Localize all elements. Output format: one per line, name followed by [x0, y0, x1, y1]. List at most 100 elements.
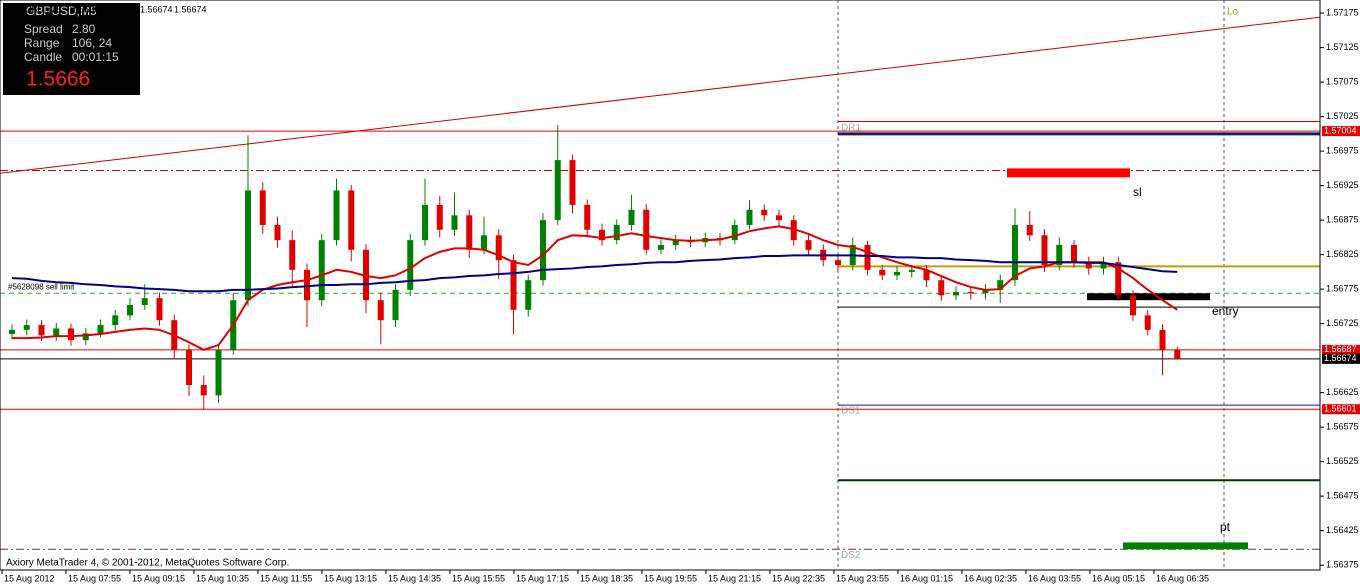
- y-tick-label: 1.56875: [1326, 215, 1359, 225]
- price-tag-label: 1.57004: [1324, 125, 1357, 135]
- info-price: 1.5666: [26, 68, 90, 91]
- candle-body: [97, 325, 104, 334]
- y-tick-label: 1.56425: [1326, 525, 1359, 535]
- price-tag: [1322, 404, 1360, 415]
- x-tick-label: 15 Aug 17:15: [516, 573, 569, 583]
- price-tag-label: 1.56601: [1324, 404, 1357, 414]
- candle-body: [599, 229, 605, 241]
- header-value: 1.56674: [174, 4, 207, 14]
- moving-average: [12, 225, 1178, 351]
- candle-body: [1115, 262, 1122, 296]
- x-tick-label: 15 Aug 18:35: [580, 573, 633, 583]
- candle-body: [1071, 244, 1077, 263]
- candle-body: [141, 298, 148, 306]
- candle-body: [613, 224, 620, 241]
- candle-body: [1159, 329, 1166, 350]
- candle-body: [554, 160, 561, 221]
- candle-body: [407, 240, 414, 290]
- zone-label: sl: [1133, 185, 1142, 199]
- candle-body: [495, 235, 502, 261]
- candle-body: [451, 215, 458, 230]
- zone-label: pt: [1220, 520, 1231, 534]
- header-value: 1.56687: [72, 4, 105, 14]
- candle-body: [672, 240, 679, 245]
- candle-body: [864, 244, 871, 270]
- info-title: GBPUSD,M5: [26, 4, 97, 18]
- candle-body: [422, 204, 428, 241]
- candle-body: [997, 280, 1004, 290]
- x-tick-label: 15 Aug 14:35: [388, 573, 441, 583]
- candle-body: [436, 204, 443, 230]
- candle-body: [805, 240, 812, 250]
- info-label: Spread: [24, 22, 63, 36]
- candle-body: [82, 333, 89, 341]
- candle-body: [200, 385, 207, 396]
- y-tick-label: 1.56775: [1326, 284, 1359, 294]
- candle-body: [584, 204, 591, 230]
- candle-body: [776, 215, 782, 221]
- candle-body: [68, 328, 74, 341]
- candle-body: [643, 209, 650, 250]
- x-tick-label: 15 Aug 07:55: [68, 573, 121, 583]
- zone-label: entry: [1212, 304, 1239, 318]
- plot-area: DR1 #5628098 sell limit DS1 DS2 sl entry pt: [0, 16, 1321, 561]
- candle-body: [1174, 349, 1181, 359]
- candle-body: [377, 300, 384, 321]
- y-tick-label: 1.56475: [1326, 491, 1359, 501]
- candle-body: [38, 325, 45, 336]
- footer: Axiory MetaTrader 4, © 2001-2012, MetaQu…: [6, 558, 289, 569]
- trendline: [0, 16, 1321, 174]
- header-symbol: GBPUSD,,M5: [6, 4, 62, 14]
- candle-body: [510, 260, 517, 310]
- candle-body: [392, 289, 399, 321]
- candle-body: [967, 291, 974, 294]
- candle-body: [9, 329, 15, 334]
- info-value: 2.80: [72, 22, 96, 36]
- x-tick-label: 16 Aug 06:35: [1156, 573, 1209, 583]
- candle-body: [953, 291, 959, 296]
- candle-body: [304, 269, 310, 301]
- y-tick-label: 1.56525: [1326, 456, 1359, 466]
- y-tick-label: 1.56375: [1326, 560, 1359, 570]
- info-label: Range: [24, 36, 60, 50]
- candle-body: [879, 269, 886, 276]
- candle-body: [1144, 315, 1151, 330]
- candle-body: [466, 215, 473, 250]
- candle-body: [908, 269, 915, 272]
- candle-body: [112, 315, 119, 326]
- candle-body: [1130, 295, 1136, 316]
- candle-body: [318, 240, 325, 301]
- candle-body: [348, 190, 355, 250]
- candle-body: [1026, 224, 1033, 236]
- zone: [1087, 293, 1210, 301]
- info-label: Candle: [24, 50, 62, 64]
- x-tick-label: 16 Aug 03:55: [1028, 573, 1081, 583]
- price-tag: [1322, 353, 1360, 364]
- candle-body: [569, 160, 576, 205]
- x-tick-label: 16 Aug 01:15: [900, 573, 953, 583]
- candle-body: [1012, 224, 1018, 281]
- candle-body: [1085, 262, 1092, 269]
- candle-body: [274, 224, 281, 241]
- header-value: 1.56691: [106, 4, 139, 14]
- level-label: DS2: [841, 550, 861, 561]
- candle-body: [53, 328, 60, 336]
- x-tick-label: 15 Aug 22:35: [772, 573, 825, 583]
- candle-body: [731, 224, 738, 241]
- moving-average: [11, 254, 1178, 293]
- candle-body: [127, 305, 133, 316]
- candle-body: [835, 260, 841, 265]
- x-tick-label: 15 Aug 2012: [4, 573, 55, 583]
- candle-body: [333, 190, 340, 241]
- y-tick-label: 1.56625: [1326, 387, 1359, 397]
- y-tick-label: 1.56575: [1326, 422, 1359, 432]
- price-tag-label: 1.56674: [1324, 353, 1357, 363]
- zone: [1007, 168, 1130, 178]
- y-tick-label: 1.56975: [1326, 146, 1359, 156]
- candle-body: [186, 349, 192, 386]
- candle-body: [23, 325, 30, 330]
- header-value: 1.56674: [140, 4, 173, 14]
- price-tag: [1322, 344, 1360, 355]
- x-tick-label: 15 Aug 09:15: [132, 573, 185, 583]
